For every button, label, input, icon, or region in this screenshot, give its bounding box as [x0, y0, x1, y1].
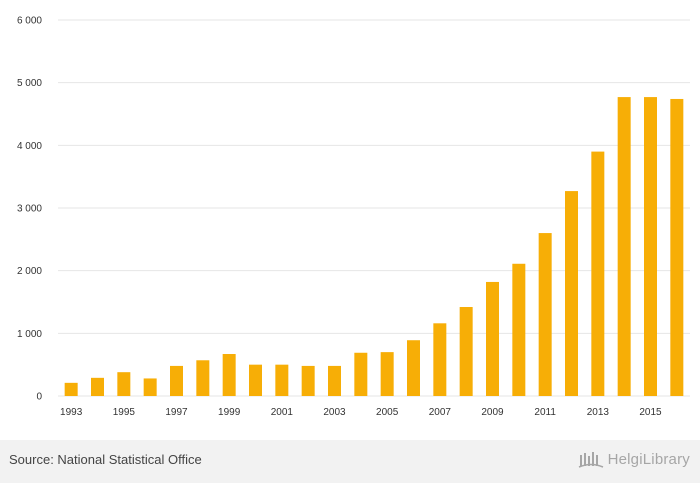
bar-2010: [512, 263, 526, 396]
bar-2011: [538, 233, 552, 396]
x-tick-label: 2013: [587, 407, 610, 418]
bar-2013: [591, 151, 605, 396]
bars: [64, 97, 684, 397]
y-tick-label: 3 000: [17, 204, 42, 215]
x-tick-label: 1995: [113, 407, 136, 418]
x-tick-label: 2005: [376, 407, 399, 418]
bar-2005: [380, 352, 394, 396]
bar-1994: [91, 377, 104, 396]
x-tick-label: 1993: [60, 407, 83, 418]
bar-2004: [354, 352, 368, 396]
bar-1997: [170, 365, 183, 396]
y-tick-label: 6 000: [17, 16, 42, 27]
bar-2014: [617, 97, 631, 396]
bar-2008: [459, 307, 473, 396]
y-axis-labels: 0 1 000 2 000 3 000 4 000 5 000 6 000: [17, 16, 42, 403]
x-tick-label: 2007: [429, 407, 452, 418]
library-icon: [578, 452, 603, 468]
chart-footer: Source: National Statistical Office Helg…: [0, 440, 700, 483]
bar-2007: [433, 323, 447, 396]
x-tick-label: 2009: [481, 407, 504, 418]
source-note: Source: National Statistical Office: [9, 452, 202, 467]
bar-chart: 0 1 000 2 000 3 000 4 000 5 000 6 000 1993 1995…: [17, 16, 690, 418]
x-tick-label: 2003: [323, 407, 346, 418]
x-tick-label: 1997: [165, 407, 188, 418]
bar-2000: [249, 364, 262, 396]
y-tick-label: 2 000: [17, 266, 42, 277]
y-tick-label: 1 000: [17, 329, 42, 340]
bar-2009: [486, 281, 499, 396]
bar-1995: [117, 372, 131, 396]
y-tick-label: 5 000: [17, 78, 42, 89]
brand-name: HelgiLibrary: [607, 450, 690, 468]
bar-2012: [565, 191, 578, 396]
x-tick-label: 2011: [534, 407, 556, 418]
y-tick-label: 0: [36, 392, 42, 403]
bar-2001: [275, 364, 289, 396]
bar-1998: [196, 360, 210, 396]
x-tick-label: 2001: [271, 407, 294, 418]
brand-logo[interactable]: HelgiLibrary: [578, 449, 690, 469]
bar-2003: [328, 365, 341, 396]
bar-2006: [407, 340, 420, 396]
x-tick-label: 2015: [639, 407, 662, 418]
gridlines: [58, 19, 690, 397]
x-tick-label: 1999: [218, 407, 241, 418]
y-tick-label: 4 000: [17, 141, 42, 152]
bar-1999: [222, 354, 236, 396]
bar-2002: [301, 365, 315, 396]
bar-1993: [64, 382, 78, 396]
bar-2016: [670, 98, 684, 397]
bar-1996: [143, 378, 157, 396]
x-axis-labels: 1993 1995 1997 1999 2001 2003 2005 2007 2009 2011…: [60, 407, 662, 418]
bar-2015: [644, 97, 657, 396]
